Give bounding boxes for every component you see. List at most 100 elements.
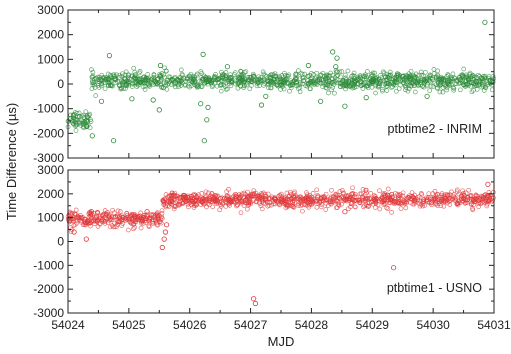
data-point (162, 65, 167, 71)
data-point (468, 201, 474, 207)
data-point (385, 195, 390, 200)
data-point (485, 75, 491, 81)
data-point (227, 79, 233, 85)
data-point (317, 198, 323, 204)
data-point (382, 191, 388, 196)
data-point (257, 83, 262, 88)
data-point (458, 196, 464, 202)
data-point (348, 204, 353, 210)
data-point (463, 197, 469, 203)
data-point (396, 201, 402, 207)
data-point (178, 78, 184, 84)
data-point (304, 192, 310, 198)
data-point (380, 69, 386, 75)
data-point (185, 201, 191, 207)
data-point (308, 86, 313, 92)
data-point (228, 199, 234, 205)
data-point (261, 190, 267, 196)
data-point (435, 68, 441, 74)
data-point (434, 74, 439, 80)
data-point (402, 200, 408, 206)
data-point (159, 85, 164, 90)
data-point (190, 199, 196, 204)
data-point (480, 76, 486, 81)
data-point (398, 206, 404, 212)
data-point (81, 121, 87, 126)
x-tick-label: 54029 (356, 318, 390, 332)
data-point (166, 204, 172, 209)
data-point (289, 82, 295, 88)
data-point (342, 72, 348, 78)
data-point (189, 83, 194, 89)
data-point (468, 76, 473, 82)
data-point (73, 122, 79, 128)
data-point (398, 78, 403, 84)
data-point (454, 77, 460, 83)
data-point (460, 73, 466, 78)
data-point (143, 218, 149, 223)
data-point (327, 78, 333, 84)
data-point (148, 79, 154, 85)
data-point (209, 80, 215, 86)
data-point (249, 78, 255, 84)
data-point (93, 93, 99, 98)
data-point (138, 225, 144, 231)
data-point (335, 198, 340, 204)
data-point (394, 71, 400, 77)
data-point (352, 204, 358, 210)
data-point (71, 112, 77, 118)
data-point (222, 195, 227, 201)
data-point (452, 81, 458, 87)
data-point (355, 74, 361, 80)
data-point (158, 74, 164, 79)
data-point (307, 193, 313, 198)
data-point (214, 83, 220, 89)
data-point (115, 213, 121, 219)
data-point (403, 87, 408, 93)
outlier-point (144, 209, 150, 215)
data-point (337, 69, 343, 75)
data-point (321, 197, 327, 202)
y-tick-label: 1000 (37, 52, 64, 66)
data-point (95, 83, 101, 88)
bottom-panel-annotation: ptbtime1 - USNO (387, 281, 482, 295)
data-point (89, 209, 95, 215)
data-point (109, 217, 115, 223)
data-point (210, 204, 216, 210)
data-point (420, 199, 426, 205)
data-point (73, 207, 79, 213)
data-point (379, 194, 385, 200)
data-point (155, 222, 161, 228)
data-point (120, 215, 125, 220)
data-point (194, 71, 200, 77)
data-point (373, 200, 379, 206)
data-point (381, 202, 387, 208)
data-point (387, 200, 393, 205)
data-point (471, 88, 476, 93)
data-point (352, 191, 358, 197)
data-point (121, 79, 127, 85)
data-point (260, 69, 266, 75)
data-point (412, 89, 418, 95)
data-point (199, 70, 205, 76)
data-point (89, 67, 94, 72)
data-point (412, 192, 417, 198)
outlier-point (200, 51, 206, 58)
data-point (329, 187, 334, 193)
outlier-point (251, 296, 257, 302)
data-point (279, 194, 285, 200)
data-point (165, 194, 171, 200)
outlier-point (157, 62, 164, 69)
data-point (109, 83, 114, 89)
data-point (142, 77, 148, 83)
data-point (195, 82, 200, 88)
data-point (326, 90, 331, 96)
data-point (416, 72, 422, 78)
data-point (278, 82, 284, 88)
data-point (295, 194, 300, 200)
data-point (177, 196, 183, 201)
data-point (306, 204, 312, 210)
data-point (356, 197, 361, 203)
data-point (258, 203, 264, 209)
data-point (97, 215, 102, 221)
